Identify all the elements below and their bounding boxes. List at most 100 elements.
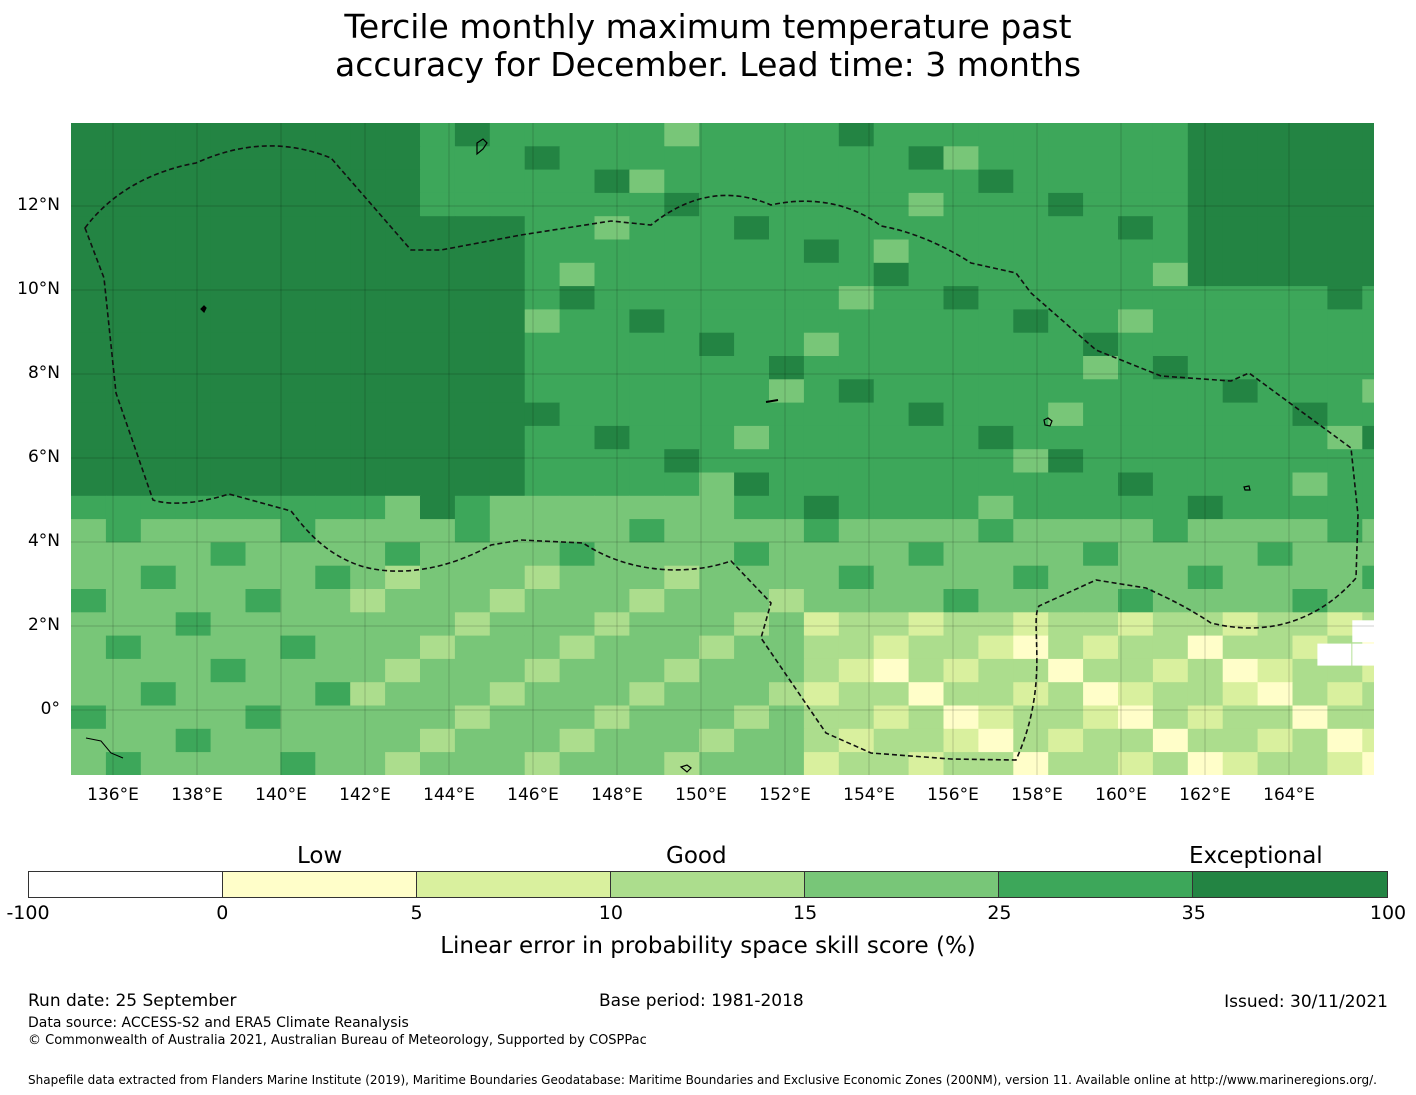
grid-cell	[943, 332, 979, 357]
grid-cell	[978, 449, 1014, 474]
grid-cell	[1152, 309, 1189, 334]
grid-cell	[769, 565, 805, 590]
grid-cell	[1327, 565, 1363, 590]
grid-cell	[1152, 402, 1189, 427]
grid-cell	[140, 682, 177, 707]
grid-cell	[210, 216, 247, 241]
grid-cell	[943, 449, 979, 474]
grid-cell	[1048, 589, 1084, 613]
grid-cell	[559, 728, 596, 753]
grid-cell	[943, 216, 979, 241]
grid-cell	[594, 332, 630, 357]
grid-cell	[1257, 565, 1294, 590]
grid-cell	[943, 379, 979, 404]
grid-cell	[1362, 565, 1374, 590]
grid-cell	[873, 752, 910, 775]
grid-cell	[664, 425, 700, 450]
grid-cell	[873, 239, 910, 264]
grid-cell	[71, 192, 107, 217]
grid-cell	[454, 379, 491, 404]
grid-cell	[524, 379, 561, 404]
grid-cell	[105, 472, 142, 497]
grid-cell	[559, 589, 596, 613]
grid-cell	[664, 705, 700, 730]
grid-cell	[1083, 589, 1119, 613]
grid-cell	[629, 192, 665, 217]
grid-cell	[1013, 495, 1049, 520]
grid-cell	[769, 402, 805, 427]
grid-cell	[734, 379, 770, 404]
grid-cell	[385, 542, 421, 567]
grid-cell	[1083, 379, 1119, 404]
grid-cell	[1083, 705, 1119, 730]
grid-cell	[838, 589, 875, 613]
grid-cell	[908, 123, 945, 147]
grid-cell	[978, 239, 1014, 264]
grid-cell	[1013, 658, 1049, 683]
grid-cell	[315, 472, 351, 497]
grid-cell	[1048, 123, 1084, 147]
grid-cell	[350, 379, 386, 404]
grid-cell	[699, 589, 735, 613]
category-exceptional: Exceptional	[1189, 843, 1323, 869]
grid-cell	[489, 519, 526, 543]
grid-cell	[71, 123, 107, 147]
grid-cell	[838, 519, 875, 543]
grid-cell	[245, 519, 281, 543]
grid-cell	[1222, 239, 1259, 264]
grid-cell	[280, 612, 316, 637]
grid-cell	[245, 542, 281, 567]
grid-cell	[140, 123, 177, 147]
grid-cell	[1317, 643, 1352, 666]
grid-cell	[280, 705, 316, 730]
grid-cell	[210, 356, 247, 380]
grid-cell	[1152, 123, 1189, 147]
grid-cell	[838, 192, 875, 217]
grid-cell	[1362, 402, 1374, 427]
grid-cell	[245, 589, 281, 613]
grid-cell	[454, 286, 491, 310]
longitude-label: 154°E	[843, 785, 895, 805]
grid-cell	[1222, 402, 1259, 427]
grid-cell	[245, 705, 281, 730]
grid-cell	[838, 449, 875, 474]
grid-cell	[908, 565, 945, 590]
grid-cell	[175, 658, 212, 683]
grid-cell	[454, 565, 491, 590]
grid-cell	[699, 612, 735, 637]
grid-cell	[873, 262, 910, 287]
grid-cell	[769, 519, 805, 543]
grid-cell	[489, 705, 526, 730]
grid-cell	[838, 752, 875, 775]
grid-cell	[699, 705, 735, 730]
grid-cell	[629, 495, 665, 520]
grid-cell	[105, 519, 142, 543]
issued-date: Issued: 30/11/2021	[1224, 992, 1388, 1012]
grid-cell	[559, 682, 596, 707]
grid-cell	[838, 332, 875, 357]
grid-cell	[1118, 589, 1154, 613]
grid-cell	[1083, 565, 1119, 590]
grid-cell	[350, 472, 386, 497]
grid-cell	[489, 682, 526, 707]
grid-cell	[769, 635, 805, 660]
grid-cell	[664, 332, 700, 357]
grid-cell	[1118, 425, 1154, 450]
grid-cell	[385, 239, 421, 264]
grid-cell	[838, 379, 875, 404]
grid-cell	[629, 239, 665, 264]
grid-cell	[140, 612, 177, 637]
grid-cell	[210, 123, 247, 147]
grid-cell	[71, 612, 107, 637]
grid-cell	[594, 682, 630, 707]
grid-cell	[210, 239, 247, 264]
grid-cell	[629, 682, 665, 707]
grid-cell	[280, 309, 316, 334]
grid-cell	[140, 309, 177, 334]
grid-cell	[280, 239, 316, 264]
grid-cell	[594, 425, 630, 450]
grid-cell	[978, 728, 1014, 753]
grid-cell	[210, 658, 247, 683]
grid-cell	[803, 728, 840, 753]
colorbar	[28, 871, 1388, 898]
